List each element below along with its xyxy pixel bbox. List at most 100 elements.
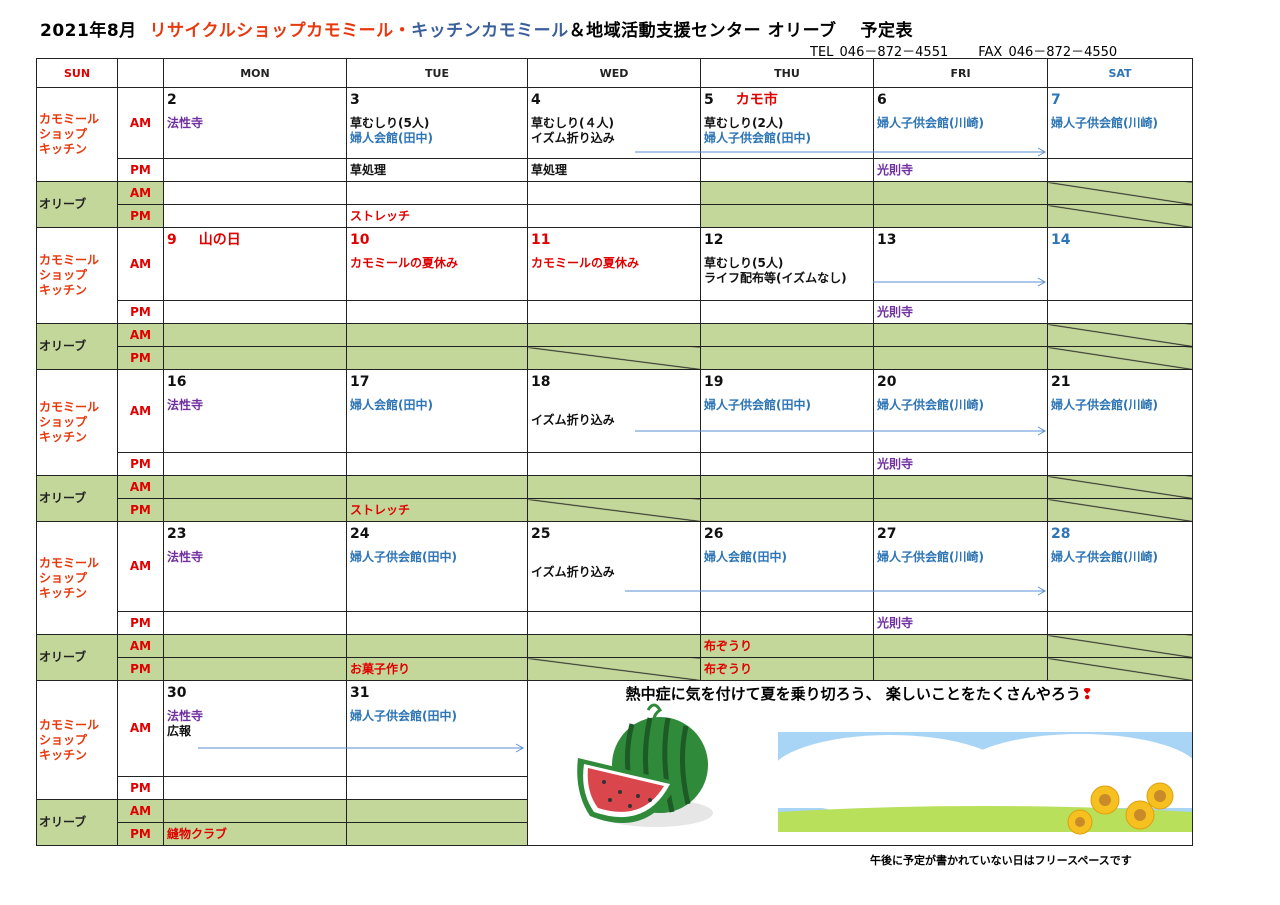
olive-cell[interactable] bbox=[1047, 634, 1193, 658]
day-cell[interactable]: 18 イズム折り込み bbox=[527, 369, 701, 453]
olive-cell[interactable] bbox=[1047, 346, 1193, 370]
olive-cell[interactable] bbox=[1047, 498, 1193, 522]
olive-cell[interactable] bbox=[700, 346, 874, 370]
group-label: カモミール bbox=[39, 253, 100, 267]
olive-cell[interactable] bbox=[346, 475, 528, 499]
day-number: 19 bbox=[704, 374, 724, 390]
group-label: カモミール bbox=[39, 400, 100, 414]
day-cell[interactable]: 3 草むしり(5人) 婦人会館(田中) bbox=[346, 87, 528, 159]
day-number: 28 bbox=[1051, 526, 1071, 542]
pm-cell[interactable] bbox=[1047, 158, 1193, 182]
olive-cell[interactable] bbox=[700, 323, 874, 347]
day-number: 26 bbox=[704, 526, 724, 542]
day-cell[interactable]: 20 婦人子供会館(川崎) bbox=[873, 369, 1048, 453]
pm-cell[interactable] bbox=[1047, 300, 1193, 324]
olive-cell[interactable]: 縫物クラブ bbox=[163, 822, 347, 846]
olive-cell[interactable] bbox=[873, 498, 1048, 522]
olive-cell[interactable] bbox=[700, 498, 874, 522]
event: 婦人子供会館(川崎) bbox=[877, 116, 984, 130]
day-cell[interactable]: 4 草むしり(４人) イズム折り込み bbox=[527, 87, 701, 159]
olive-cell[interactable] bbox=[163, 346, 347, 370]
pm-cell[interactable] bbox=[346, 452, 528, 476]
group-kitchen: カモミール ショップ キッチン bbox=[36, 87, 118, 182]
olive-cell[interactable] bbox=[527, 475, 701, 499]
olive-cell[interactable] bbox=[163, 634, 347, 658]
olive-cell[interactable] bbox=[873, 323, 1048, 347]
olive-cell[interactable] bbox=[873, 181, 1048, 205]
event: 草処理 bbox=[531, 162, 568, 177]
day-number: 6 bbox=[877, 92, 887, 108]
olive-cell[interactable] bbox=[873, 204, 1048, 228]
olive-cell[interactable]: ストレッチ bbox=[346, 498, 528, 522]
event: 婦人子供会館(田中) bbox=[350, 709, 457, 723]
olive-cell[interactable] bbox=[163, 799, 347, 823]
olive-cell[interactable] bbox=[873, 657, 1048, 681]
olive-cell[interactable] bbox=[346, 799, 528, 823]
olive-cell[interactable] bbox=[1047, 204, 1193, 228]
day-number: 7 bbox=[1051, 92, 1061, 108]
olive-cell[interactable] bbox=[163, 657, 347, 681]
event: 草むしり(４人) bbox=[531, 116, 614, 130]
day-cell[interactable]: 26 婦人会館(田中) bbox=[700, 521, 874, 612]
olive-event: 布ぞうり bbox=[704, 661, 753, 676]
olive-cell[interactable] bbox=[1047, 323, 1193, 347]
event: 婦人子供会館(川崎) bbox=[1051, 116, 1158, 130]
day-cell[interactable]: 17 婦人会館(田中) bbox=[346, 369, 528, 453]
olive-cell[interactable] bbox=[163, 475, 347, 499]
title-month: 2021年8月 bbox=[40, 21, 137, 41]
header-sun: SUN bbox=[36, 58, 118, 88]
olive-cell[interactable] bbox=[1047, 181, 1193, 205]
olive-cell[interactable] bbox=[527, 181, 701, 205]
olive-cell[interactable] bbox=[163, 498, 347, 522]
pm-cell[interactable]: 草処理 bbox=[346, 158, 528, 182]
pm-cell[interactable] bbox=[1047, 452, 1193, 476]
day-cell[interactable]: 25 イズム折り込み bbox=[527, 521, 701, 612]
olive-cell[interactable] bbox=[700, 475, 874, 499]
olive-cell[interactable] bbox=[527, 323, 701, 347]
day-cell[interactable]: 23 法性寺 bbox=[163, 521, 347, 612]
pm-cell[interactable] bbox=[700, 452, 874, 476]
group-label: ショップ bbox=[39, 415, 88, 429]
day-cell[interactable]: 13 bbox=[873, 227, 1048, 301]
event: 婦人子供会館(川崎) bbox=[877, 398, 984, 412]
pm-cell[interactable] bbox=[527, 611, 701, 635]
day-cell[interactable]: 19 婦人子供会館(田中) bbox=[700, 369, 874, 453]
olive-cell[interactable] bbox=[527, 634, 701, 658]
event: 婦人会館(田中) bbox=[704, 550, 787, 564]
olive-cell[interactable]: 布ぞうり bbox=[700, 657, 874, 681]
day-cell[interactable]: 24 婦人子供会館(田中) bbox=[346, 521, 528, 612]
day-number: 9 山の日 bbox=[167, 232, 241, 248]
event: 光則寺 bbox=[877, 162, 914, 177]
pm-cell[interactable]: 草処理 bbox=[527, 158, 701, 182]
group-label: カモミール bbox=[39, 555, 100, 570]
olive-cell[interactable] bbox=[873, 346, 1048, 370]
olive-cell[interactable] bbox=[873, 634, 1048, 658]
group-label: カモミール bbox=[39, 112, 100, 126]
olive-cell[interactable] bbox=[1047, 475, 1193, 499]
olive-cell[interactable] bbox=[527, 498, 701, 522]
olive-cell[interactable] bbox=[1047, 657, 1193, 681]
olive-cell[interactable] bbox=[346, 634, 528, 658]
day-cell[interactable]: 7 婦人子供会館(川崎) bbox=[1047, 87, 1193, 159]
day-cell[interactable]: 21 婦人子供会館(川崎) bbox=[1047, 369, 1193, 453]
day-cell[interactable]: 16 法性寺 bbox=[163, 369, 347, 453]
group-olive: オリーブ bbox=[36, 323, 118, 370]
group-label: ショップ bbox=[39, 570, 88, 585]
olive-cell[interactable] bbox=[346, 822, 528, 846]
pm-cell[interactable]: 光則寺 bbox=[873, 611, 1048, 635]
day-number: 24 bbox=[350, 526, 370, 542]
day-cell[interactable]: 12 草むしり(5人) ライフ配布等(イズムなし) bbox=[700, 227, 874, 301]
olive-cell[interactable] bbox=[700, 204, 874, 228]
olive-cell[interactable] bbox=[873, 475, 1048, 499]
day-cell[interactable]: 11 カモミールの夏休み bbox=[527, 227, 701, 301]
pm-cell[interactable]: 光則寺 bbox=[873, 452, 1048, 476]
banner-text: 熱中症に気を付けて夏を乗り切ろう、 楽しいことをたくさんやろう bbox=[625, 685, 1081, 703]
event: 婦人会館(田中) bbox=[350, 398, 433, 412]
pm-cell[interactable] bbox=[1047, 611, 1193, 635]
pm-cell[interactable] bbox=[346, 776, 528, 800]
event: 草処理 bbox=[350, 162, 387, 177]
pm-cell[interactable] bbox=[346, 300, 528, 324]
pm-cell[interactable] bbox=[163, 300, 347, 324]
olive-cell[interactable] bbox=[527, 346, 701, 370]
olive-cell[interactable]: 布ぞうり bbox=[700, 634, 874, 658]
